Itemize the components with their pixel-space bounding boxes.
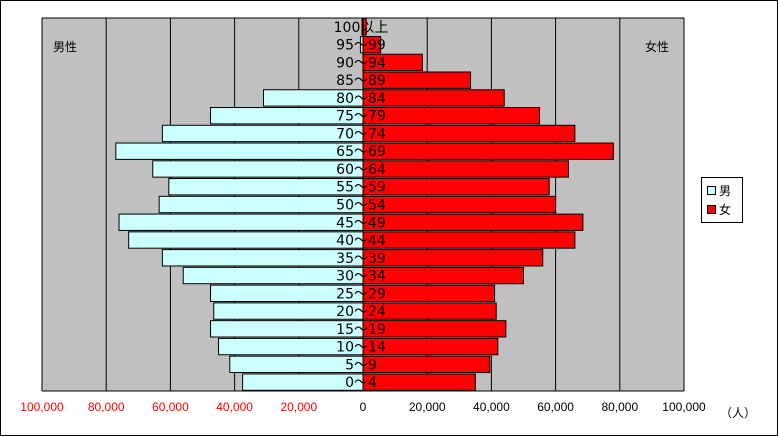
legend-swatch-female [707,204,716,214]
age-label-10: 50～54 [336,198,386,214]
bar-female-3 [362,320,507,338]
bar-male-14 [161,124,364,143]
legend-item-male: 男 [707,182,731,198]
x-tick-label-8: 60,000 [537,400,574,414]
bar-female-6 [362,266,524,285]
x-tick-label-3: 40,000 [216,400,253,414]
bar-female-1 [362,355,491,374]
age-label-17: 85～89 [336,73,386,89]
age-label-15: 75～79 [336,109,386,125]
bar-male-11 [168,178,364,196]
age-label-19: 95～99 [336,38,386,54]
bars [115,18,614,391]
legend-label-female: 女 [719,202,732,217]
bar-female-10 [362,195,557,214]
female-side-label: 女性 [645,40,670,54]
x-tick-label-10: 100,000 [662,400,706,414]
age-label-12: 60～64 [336,162,386,178]
x-tick-label-2: 60,000 [152,400,189,414]
unit-label: （人） [720,406,757,420]
bar-female-5 [362,284,496,302]
x-tick-label-1: 80,000 [88,400,125,414]
age-label-13: 65～69 [336,144,386,160]
age-label-5: 25～29 [336,286,386,302]
age-label-14: 70～74 [336,126,386,142]
age-label-1: 5～9 [345,357,377,373]
bar-female-2 [362,337,499,356]
age-label-9: 45～49 [336,215,386,231]
age-label-4: 20～24 [336,304,386,320]
age-label-6: 30～34 [336,269,386,285]
age-label-16: 80～84 [336,91,386,107]
x-axis-tick-labels: 100,000 80,000 60,000 40,000 20,000 0 20,000 40… [20,400,706,414]
legend-swatch-male [707,185,716,195]
bar-female-11 [362,178,550,196]
bar-male-8 [128,231,364,249]
age-label-8: 40～44 [336,233,386,249]
bar-female-8 [362,231,576,249]
legend-item-female: 女 [707,201,731,217]
x-tick-label-5: 0 [360,400,367,414]
x-tick-label-9: 80,000 [601,400,638,414]
bar-male-9 [118,213,364,231]
bar-female-13 [362,142,614,160]
bar-female-19 [362,35,382,54]
bar-female-18 [362,53,423,72]
bar-female-15 [362,107,541,125]
bar-male-13 [115,142,364,160]
male-side-label: 男性 [53,40,78,54]
bar-female-17 [362,71,472,89]
bar-male-1 [229,355,364,374]
bar-male-10 [158,195,364,214]
age-label-20: 100以上 [334,20,389,36]
x-tick-label-0: 100,000 [20,400,64,414]
bar-female-4 [362,302,497,320]
x-tick-label-7: 40,000 [473,400,510,414]
x-tick-label-6: 20,000 [409,400,446,414]
age-label-0: 0～4 [345,375,377,391]
legend-label-male: 男 [719,183,732,198]
bar-female-12 [362,160,569,178]
bar-female-9 [362,213,584,231]
bar-female-16 [362,89,505,107]
age-label-2: 10～14 [336,340,386,356]
age-label-18: 90～94 [336,55,386,71]
bar-female-20 [362,18,367,36]
age-label-7: 35～39 [336,251,386,267]
bar-female-0 [362,373,476,391]
bar-male-7 [161,249,364,267]
age-label-3: 15～19 [336,322,386,338]
bar-female-7 [362,249,544,267]
legend: 男 女 [701,177,743,223]
bar-female-14 [362,124,576,143]
x-tick-label-4: 20,000 [280,400,317,414]
age-label-11: 55～59 [336,180,386,196]
bar-male-12 [152,160,364,178]
